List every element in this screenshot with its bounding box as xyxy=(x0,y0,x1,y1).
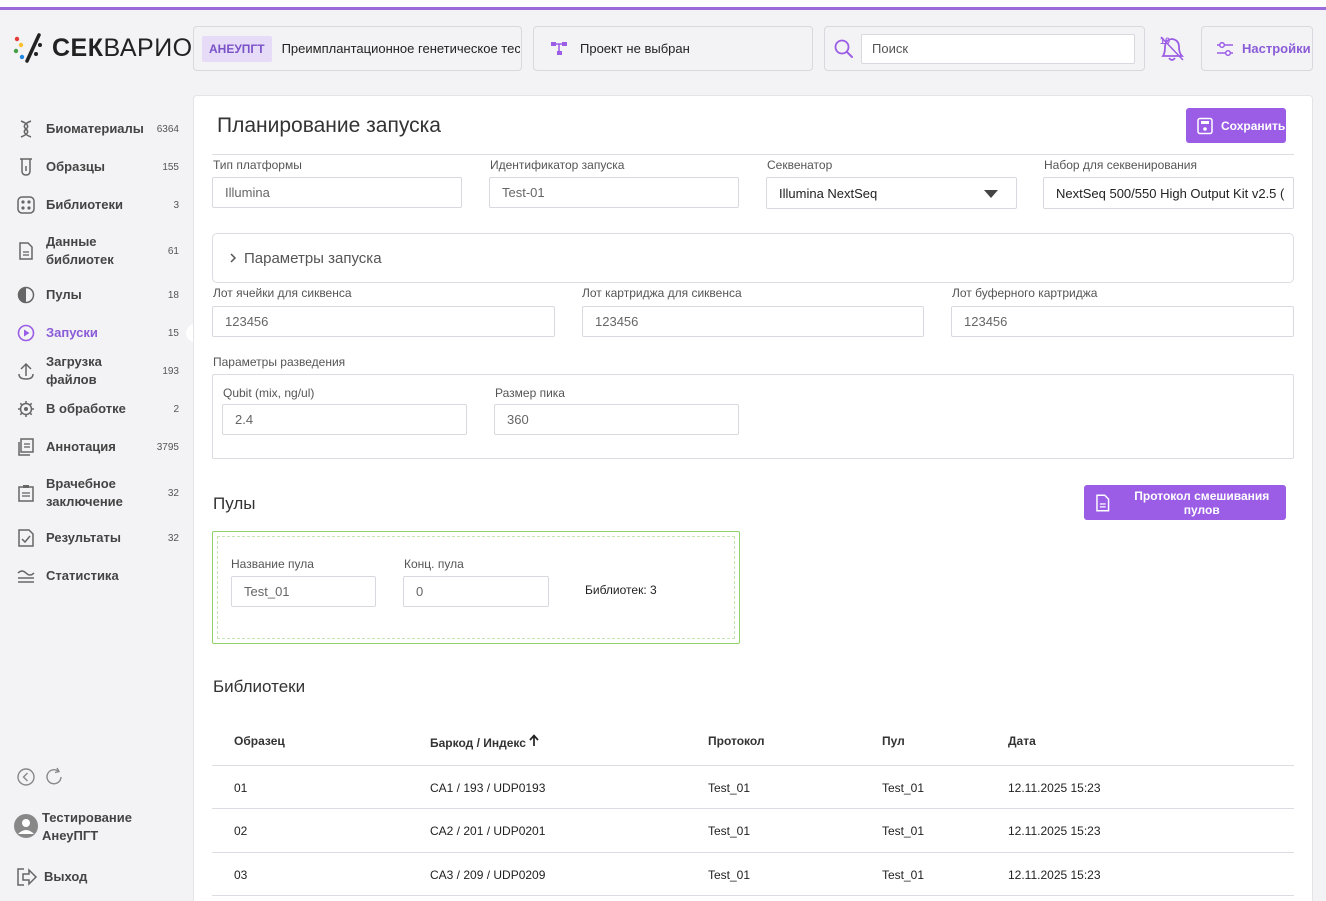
check-doc-icon xyxy=(16,528,36,548)
column-header-barcode[interactable]: Баркод / Индекс xyxy=(430,734,539,750)
tube-icon xyxy=(16,157,36,177)
logo-text: СЕКВАРИО xyxy=(52,33,193,62)
dna-icon xyxy=(16,119,36,139)
sequencer-select[interactable]: Illumina NextSeq xyxy=(766,177,1017,209)
libraries-title: Библиотеки xyxy=(213,677,306,696)
run-id-field[interactable]: Test-01 xyxy=(489,177,739,208)
refresh-icon xyxy=(46,767,62,785)
document-icon xyxy=(1096,494,1110,511)
play-icon xyxy=(16,323,36,343)
peak-size-label: Размер пика xyxy=(495,386,565,400)
main-panel: Планирование запуска Сохранить Тип платф… xyxy=(193,95,1313,901)
bell-icon xyxy=(1160,36,1185,61)
document-icon xyxy=(16,241,36,261)
annotation-icon xyxy=(16,437,36,457)
kit-label: Набор для секвенирования xyxy=(1044,158,1197,172)
column-header-sample[interactable]: Образец xyxy=(234,734,285,748)
top-accent-bar xyxy=(0,7,1326,10)
search-icon xyxy=(834,39,853,58)
column-header-protocol[interactable]: Протокол xyxy=(708,734,765,748)
plate-icon xyxy=(16,195,36,215)
sliders-icon xyxy=(1217,41,1233,56)
peak-size-field[interactable]: 360 xyxy=(494,404,739,435)
pool-card: Название пула Test_01 Конц. пула 0 Библи… xyxy=(212,531,740,644)
save-button[interactable]: Сохранить xyxy=(1186,108,1286,143)
settings-label: Настройки xyxy=(1242,41,1311,56)
pool-icon xyxy=(16,285,36,305)
flowcell-lot-field[interactable]: 123456 xyxy=(212,306,555,337)
dilution-title: Параметры разведения xyxy=(213,355,346,369)
platform-label: Тип платформы xyxy=(213,158,302,172)
collapse-sidebar-button[interactable] xyxy=(16,767,36,792)
sidebar-item-results[interactable]: Результаты 32 xyxy=(0,527,190,549)
pool-name-field[interactable]: Test_01 xyxy=(231,576,376,607)
refresh-button[interactable] xyxy=(44,767,66,792)
pool-name-label: Название пула xyxy=(231,557,314,571)
search-box[interactable] xyxy=(824,26,1145,71)
cartridge-lot-field[interactable]: 123456 xyxy=(582,306,924,337)
sidebar-item-biomaterials[interactable]: Биоматериалы 6364 xyxy=(0,118,190,140)
cartridge-lot-label: Лот картриджа для сиквенса xyxy=(582,286,742,300)
sidebar-item-statistics[interactable]: Статистика xyxy=(0,565,190,587)
sidebar-item-processing[interactable]: В обработке 2 xyxy=(0,398,190,420)
logo-icon xyxy=(13,33,42,63)
project-type-selector[interactable]: АНЕУПГТ Преимплантационное генетическое … xyxy=(193,26,522,71)
chevron-left-circle-icon xyxy=(17,768,35,786)
sort-arrow-up-icon xyxy=(529,734,539,746)
page-title: Планирование запуска xyxy=(217,114,441,137)
qubit-field[interactable]: 2.4 xyxy=(222,404,467,435)
run-id-label: Идентификатор запуска xyxy=(490,158,625,172)
sidebar-item-pools[interactable]: Пулы 18 xyxy=(0,284,190,306)
pool-conc-label: Конц. пула xyxy=(404,557,464,571)
clipboard-icon xyxy=(16,483,36,503)
column-header-date[interactable]: Дата xyxy=(1008,734,1036,748)
title-divider xyxy=(212,154,1294,155)
pool-libraries-count: Библиотек: 3 xyxy=(585,583,657,597)
sidebar-item-samples[interactable]: Образцы 155 xyxy=(0,156,190,178)
chevron-right-icon xyxy=(230,253,237,263)
mix-protocol-button[interactable]: Протокол смешивания пулов xyxy=(1084,485,1286,520)
kit-field[interactable]: NextSeq 500/550 High Output Kit v2.5 ( xyxy=(1043,177,1294,209)
buffer-lot-label: Лот буферного картриджа xyxy=(952,286,1098,300)
qubit-label: Qubit (mix, ng/ul) xyxy=(223,386,315,400)
project-tag: АНЕУПГТ xyxy=(202,35,272,62)
pool-conc-field[interactable]: 0 xyxy=(403,576,549,607)
search-input[interactable] xyxy=(861,33,1135,64)
save-icon xyxy=(1197,117,1213,134)
gear-icon xyxy=(16,399,36,419)
user-name: Тестирование АнеуПГТ xyxy=(42,810,132,843)
logout-button[interactable]: Выход xyxy=(16,866,136,888)
notifications-count: 10 xyxy=(1160,36,1171,46)
avatar xyxy=(14,814,38,838)
run-params-toggle[interactable]: Параметры запуска xyxy=(212,233,1294,283)
flowcell-lot-label: Лот ячейки для сиквенса xyxy=(213,286,352,300)
notifications-button[interactable]: 10 xyxy=(1157,33,1189,65)
sidebar-item-medical-report[interactable]: Врачебное заключение 32 xyxy=(0,475,190,511)
project-selector[interactable]: Проект не выбран xyxy=(533,26,813,71)
buffer-lot-field[interactable]: 123456 xyxy=(951,306,1294,337)
sidebar-item-libraries[interactable]: Библиотеки 3 xyxy=(0,194,190,216)
wave-icon xyxy=(16,566,36,586)
project-selector-label: Проект не выбран xyxy=(580,41,690,56)
sidebar-item-library-data[interactable]: Данные библиотек 61 xyxy=(0,233,190,269)
chevron-down-icon xyxy=(984,190,998,198)
dilution-box: Qubit (mix, ng/ul) 2.4 Размер пика 360 xyxy=(212,374,1294,459)
platform-field: Illumina xyxy=(212,177,462,208)
sidebar-item-file-upload[interactable]: Загрузка файлов 193 xyxy=(0,354,190,387)
logo[interactable]: СЕКВАРИО xyxy=(12,30,193,66)
user-profile[interactable]: Тестирование АнеуПГТ xyxy=(14,809,184,847)
project-tree-icon xyxy=(551,41,567,55)
logout-icon xyxy=(17,868,38,886)
sequencer-label: Секвенатор xyxy=(767,158,833,172)
project-name: Преимплантационное генетическое тес xyxy=(281,41,520,56)
upload-icon xyxy=(16,361,36,381)
settings-button[interactable]: Настройки xyxy=(1201,26,1313,71)
sidebar-item-runs[interactable]: Запуски 15 xyxy=(0,322,190,344)
pools-title: Пулы xyxy=(213,494,256,513)
column-header-pool[interactable]: Пул xyxy=(882,734,905,748)
sidebar-item-annotation[interactable]: Аннотация 3795 xyxy=(0,436,190,458)
